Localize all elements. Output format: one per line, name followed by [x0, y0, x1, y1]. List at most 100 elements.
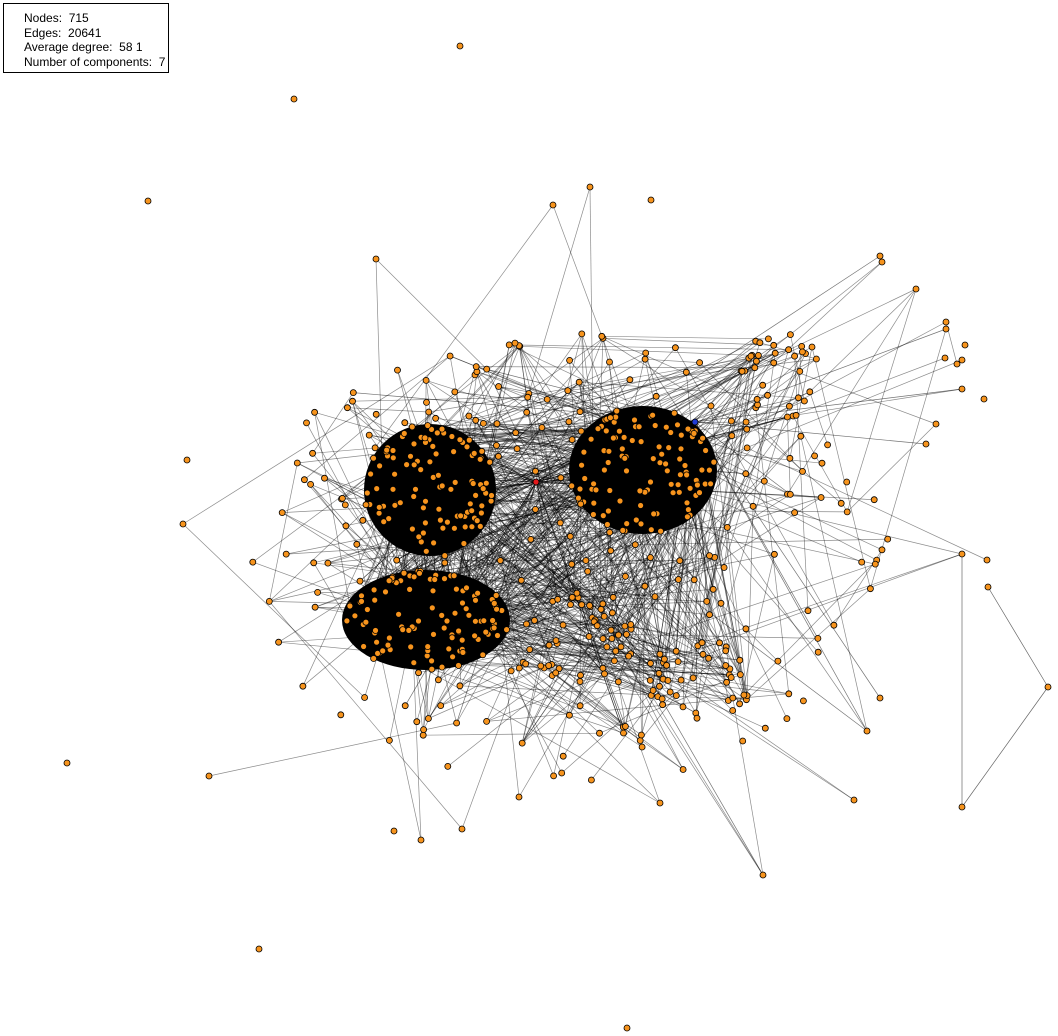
edge: [425, 380, 593, 490]
cluster-node: [586, 602, 593, 609]
edge: [677, 420, 732, 662]
edge: [474, 595, 766, 729]
edge: [475, 420, 572, 599]
cloud-node: [456, 682, 464, 690]
cluster-node: [434, 471, 442, 479]
edge: [269, 601, 463, 830]
cloud-node: [676, 557, 684, 565]
cloud-node: [314, 589, 322, 596]
edge: [663, 492, 700, 663]
cloud-node: [493, 420, 501, 428]
edge: [555, 672, 747, 701]
cloud-node: [585, 633, 593, 640]
cluster-node: [658, 450, 666, 458]
cloud-node: [631, 541, 639, 549]
cloud-node: [483, 718, 491, 725]
edge: [488, 634, 684, 770]
node-count: Nodes: 715: [24, 11, 89, 25]
cloud-node: [556, 519, 564, 527]
cloud-node: [429, 587, 437, 595]
edge: [580, 660, 615, 676]
edge: [493, 627, 554, 777]
edge: [428, 357, 749, 413]
edge: [625, 596, 656, 727]
edge: [726, 527, 748, 696]
edge: [755, 407, 790, 694]
cluster-node: [707, 480, 714, 488]
cluster-node: [433, 429, 441, 437]
edge: [374, 204, 554, 449]
edge: [454, 528, 616, 652]
edge: [678, 492, 741, 661]
edge: [579, 381, 799, 399]
cluster-node: [942, 325, 950, 333]
cluster-node: [385, 634, 393, 642]
cloud-node: [400, 569, 408, 577]
edge: [630, 435, 802, 630]
cloud-node: [837, 499, 845, 507]
edge: [518, 646, 608, 798]
average-degree: Average degree: 58 1: [24, 40, 143, 54]
cloud-node: [588, 776, 595, 784]
cloud-node: [620, 729, 627, 737]
cluster-node: [698, 466, 706, 474]
cluster-node: [590, 511, 597, 518]
edge: [521, 560, 681, 744]
cluster-node: [385, 515, 393, 522]
edge: [691, 388, 963, 432]
cloud-node: [568, 436, 576, 444]
edge: [664, 658, 697, 714]
cluster-node: [358, 598, 365, 605]
cloud-node: [249, 558, 257, 566]
cluster-node: [486, 458, 494, 466]
cluster-node: [698, 639, 706, 647]
edge: [535, 509, 564, 626]
cluster-node: [637, 438, 645, 446]
cloud-node: [423, 398, 430, 406]
cloud-node: [792, 411, 800, 419]
cloud-node: [523, 408, 531, 416]
cloud-node: [425, 408, 433, 416]
cloud-node: [600, 613, 608, 620]
cloud-node: [720, 564, 728, 571]
cloud-node: [472, 416, 480, 424]
edge: [561, 686, 660, 774]
cloud-node: [576, 702, 584, 710]
cluster-node: [722, 647, 730, 655]
cluster-node: [438, 612, 446, 619]
cloud-node: [564, 387, 572, 395]
cluster-node: [372, 627, 379, 634]
cluster-node: [489, 617, 497, 624]
edge: [476, 371, 605, 421]
cluster-node: [493, 605, 501, 613]
cloud-node: [353, 540, 361, 548]
cloud-node: [565, 418, 573, 426]
edge: [500, 560, 590, 637]
edge: [459, 621, 595, 687]
cloud-node: [743, 425, 751, 433]
cloud-node: [566, 356, 573, 364]
edge: [527, 186, 591, 398]
cluster-node: [346, 602, 354, 610]
cloud-node: [505, 341, 513, 349]
cloud-node: [609, 593, 617, 601]
outlier-node: [205, 772, 213, 780]
cloud-node: [299, 682, 307, 690]
edge: [347, 407, 429, 413]
edge: [789, 346, 813, 459]
edge: [618, 385, 764, 682]
edge: [506, 629, 530, 650]
cloud-node: [598, 332, 606, 340]
edge: [526, 502, 595, 625]
cluster-node: [410, 573, 418, 581]
cluster-node: [723, 678, 730, 686]
cluster-node: [466, 500, 474, 508]
cluster-node: [753, 395, 761, 403]
cluster-node: [468, 523, 476, 531]
edge: [482, 653, 631, 656]
cluster-node: [460, 540, 468, 547]
cluster-node: [451, 609, 459, 617]
cluster-node: [663, 467, 671, 475]
edge: [327, 529, 652, 564]
cluster-node: [474, 589, 482, 597]
